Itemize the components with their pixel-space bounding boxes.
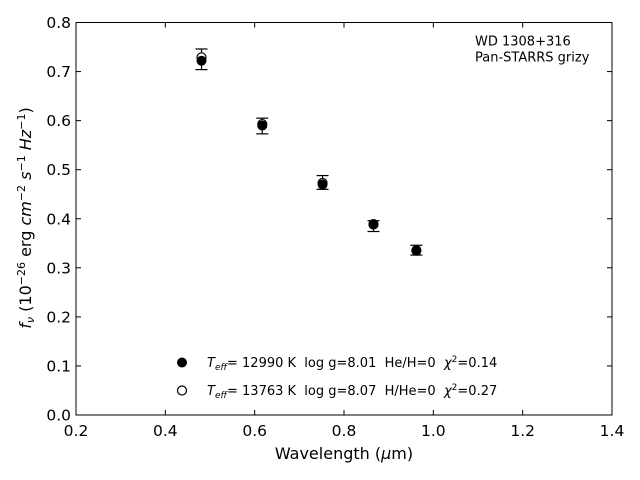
x-axis-label: Wavelength (μm): [275, 444, 413, 463]
annotation-line-1: WD 1308+316: [475, 35, 571, 50]
x-tick-label-6: 1.4: [600, 422, 625, 440]
y-tick-label-2: 0.2: [46, 308, 71, 326]
filled-point-2: [317, 179, 328, 190]
y-tick-label-3: 0.3: [46, 259, 71, 277]
y-tick-label-8: 0.8: [46, 14, 71, 32]
x-tick-label-2: 0.6: [242, 422, 267, 440]
annotation: WD 1308+316 Pan-STARRS grizy: [475, 35, 590, 66]
legend: Teff= 12990 K log g=8.01 He/H=0 χ2=0.14 …: [176, 355, 497, 401]
y-axis-ticks: 0.0 0.1 0.2 0.3 0.4 0.5 0.6 0.7 0.8: [46, 14, 612, 425]
x-tick-label-0: 0.2: [64, 422, 89, 440]
y-tick-label-6: 0.6: [46, 112, 71, 130]
y-tick-label-5: 0.5: [46, 161, 71, 179]
y-tick-label-1: 0.1: [46, 357, 71, 375]
x-tick-label-1: 0.4: [153, 422, 178, 440]
y-tick-label-7: 0.7: [46, 63, 71, 81]
y-tick-label-0: 0.0: [46, 407, 71, 425]
data-points: [196, 52, 422, 256]
filled-point-4: [411, 245, 422, 256]
y-axis-label: fν (10−26 erg cm−2 s−1 Hz−1): [15, 107, 37, 328]
x-axis-ticks: 0.2 0.4 0.6 0.8 1.0 1.2 1.4: [64, 22, 625, 440]
filled-point-3: [368, 219, 379, 230]
filled-point-0: [196, 55, 207, 66]
legend-marker-open: [176, 385, 188, 396]
x-tick-label-4: 1.0: [421, 422, 446, 440]
legend-entry-1: Teff= 12990 K log g=8.01 He/H=0 χ2=0.14: [207, 355, 497, 373]
x-tick-label-5: 1.2: [510, 422, 535, 440]
error-bars: [195, 48, 423, 256]
legend-marker-filled: [177, 357, 187, 368]
legend-entry-2: Teff= 13763 K log g=8.07 H/He=0 χ2=0.27: [207, 383, 497, 401]
filled-point-1: [257, 120, 268, 131]
annotation-line-2: Pan-STARRS grizy: [475, 51, 590, 66]
x-tick-label-3: 0.8: [332, 422, 357, 440]
y-tick-label-4: 0.4: [46, 210, 71, 228]
